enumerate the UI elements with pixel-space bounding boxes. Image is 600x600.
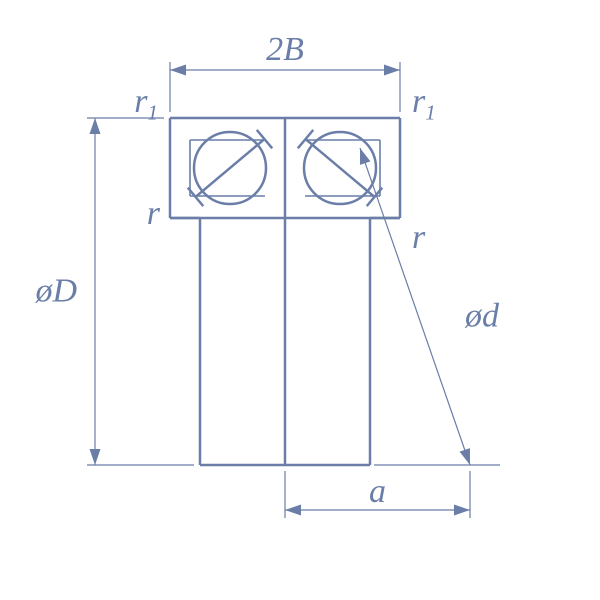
label-r-left: r — [147, 195, 161, 232]
label-phid: ød — [464, 298, 500, 335]
label-phiD: øD — [34, 273, 77, 310]
label-a: a — [369, 473, 386, 510]
label-r-right: r — [412, 219, 426, 256]
label-2B: 2B — [266, 31, 304, 68]
label-r1-right: r1 — [412, 83, 436, 124]
